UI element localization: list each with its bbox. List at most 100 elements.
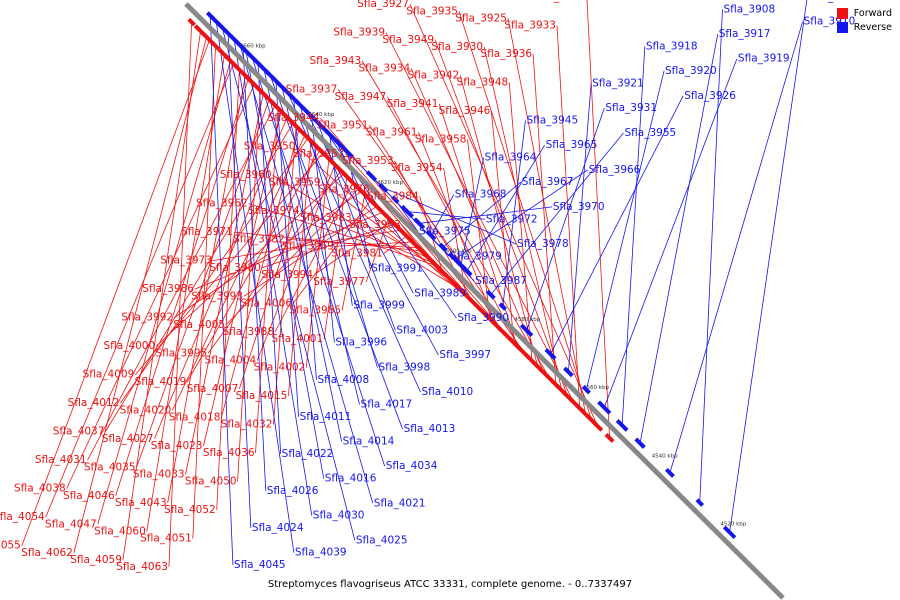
reverse-genes xyxy=(205,11,737,540)
connector xyxy=(275,80,299,417)
connector xyxy=(699,9,723,503)
connector xyxy=(186,149,321,382)
tick-label: 4640 kbp xyxy=(308,112,334,118)
gene-block xyxy=(276,106,287,117)
connector xyxy=(385,32,575,403)
connector xyxy=(383,235,407,254)
gene-label: Sfla_3989 xyxy=(414,287,466,299)
tick-label: 4660 kbp xyxy=(240,44,266,50)
gene-label: Sfla_4052 xyxy=(164,504,216,516)
connector xyxy=(194,211,383,290)
gene-block xyxy=(300,105,311,116)
gene-label: Sfla_4033 xyxy=(133,468,185,480)
connector xyxy=(273,126,297,425)
connector xyxy=(207,170,342,354)
connector xyxy=(458,11,593,421)
connector xyxy=(203,111,282,446)
connector xyxy=(490,132,624,295)
connector xyxy=(66,84,255,489)
connector xyxy=(227,33,252,528)
axis-ticks: 4660 kbp 4640 kbp 4620 kbp 4600 kbp 4580 kbp… xyxy=(240,44,747,528)
tick-label: 4580 kbp xyxy=(514,317,540,323)
connector xyxy=(115,78,249,496)
gene-block xyxy=(234,64,245,75)
gene-label: Sfla_4022 xyxy=(282,448,334,460)
gene-block xyxy=(591,420,604,432)
gene-block xyxy=(247,52,257,63)
gene-label: Sfla_4047 xyxy=(45,518,97,530)
gene-block xyxy=(722,525,737,540)
connector xyxy=(146,54,225,532)
gene-label: Sfla_4004 xyxy=(205,354,257,366)
connector xyxy=(287,140,312,397)
gene-label: Sfla_3907 xyxy=(808,0,860,3)
connector xyxy=(352,217,431,261)
gene-block xyxy=(210,41,221,51)
gene-block xyxy=(270,75,282,87)
gene-block xyxy=(425,229,437,241)
gene-label: Sfla_4012 xyxy=(68,397,120,409)
connector xyxy=(209,15,234,566)
gene-label: Sfla_3979 xyxy=(450,250,502,262)
gene-label: Sfla_3992 xyxy=(121,312,173,324)
gene-block xyxy=(324,129,335,140)
tick-label: 4600 kbp xyxy=(446,248,472,254)
connector xyxy=(238,146,318,389)
connector xyxy=(212,229,401,262)
connector xyxy=(272,174,461,290)
legend-forward: Forward xyxy=(836,8,892,19)
connector xyxy=(120,137,309,404)
connector xyxy=(305,110,439,356)
connector xyxy=(386,96,521,350)
connector xyxy=(245,51,325,479)
gene-label: Sfla_3964 xyxy=(485,152,537,164)
connector xyxy=(251,56,386,467)
gene-label: Sfla_3974 xyxy=(248,205,300,217)
connector xyxy=(586,0,610,439)
gene-label: Sfla_3945 xyxy=(526,114,578,126)
forward-swatch xyxy=(836,8,848,19)
gene-label: Sfla_4059 xyxy=(70,554,122,566)
gene-label: Sfla_3941 xyxy=(387,98,439,110)
connector xyxy=(434,39,569,397)
gene-label: Sfla_3971 xyxy=(181,226,233,238)
legend: Forward Reverse xyxy=(836,8,892,36)
gene-block xyxy=(544,348,557,361)
gene-label: Sfla_3981 xyxy=(331,248,383,260)
gene-label: Sfla_3990 xyxy=(457,312,509,324)
gene-label: Sfla_4005 xyxy=(173,319,225,331)
gene-block xyxy=(568,397,580,408)
gene-label: Sfla_3936 xyxy=(480,48,532,60)
connector xyxy=(407,211,485,220)
gene-label: Sfla_3962 xyxy=(196,198,248,210)
connector xyxy=(365,218,390,283)
gene-block xyxy=(544,373,555,384)
gene-block xyxy=(341,145,354,159)
gene-label: Sfla_4015 xyxy=(236,390,288,402)
connector xyxy=(361,60,551,379)
connector xyxy=(242,48,267,491)
tick-label: 4540 kbp xyxy=(652,453,678,459)
gene-label: Sfla_3970 xyxy=(553,201,605,213)
gene-label: Sfla_3942 xyxy=(408,69,460,81)
connector xyxy=(311,116,335,343)
connector xyxy=(621,46,646,426)
gene-label: Sfla_4006 xyxy=(240,297,292,309)
connector xyxy=(269,74,403,430)
legend-reverse-label: Reverse xyxy=(853,22,892,33)
connector xyxy=(460,157,485,266)
connector xyxy=(216,69,240,511)
gene-label: Sfla_4034 xyxy=(386,460,438,472)
gene-label: Sfla_3997 xyxy=(439,349,491,361)
gene-block xyxy=(514,343,526,355)
gene-block xyxy=(365,170,378,182)
reverse-swatch xyxy=(836,22,848,33)
gene-label: Sfla_3972 xyxy=(486,213,538,225)
gene-label: Sfla_3926 xyxy=(684,90,736,102)
tick-label: 4520 kbp xyxy=(720,522,746,528)
gene-label: Sfla_4026 xyxy=(267,485,319,497)
gene-label: Sfla_3973 xyxy=(160,255,212,267)
legend-forward-label: Forward xyxy=(853,8,892,19)
gene-block xyxy=(519,323,534,338)
gene-label: Sfla_3991 xyxy=(371,263,423,275)
